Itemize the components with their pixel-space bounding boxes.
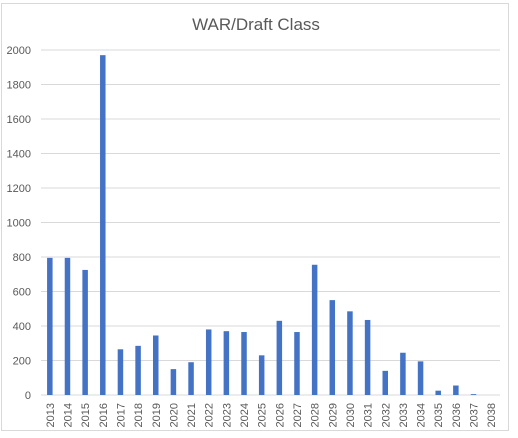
- bar: [347, 311, 353, 395]
- bar: [311, 264, 318, 395]
- x-tick-label: 2025: [257, 403, 269, 427]
- x-tick-label: 2022: [204, 403, 216, 427]
- bar: [276, 320, 283, 395]
- bar: [153, 335, 159, 395]
- bar: [64, 257, 71, 395]
- x-tick-label: 2013: [45, 403, 57, 427]
- x-tick-label: 2031: [363, 403, 375, 427]
- bar: [135, 345, 141, 395]
- x-tick-label: 2028: [310, 403, 322, 427]
- y-tick-label: 400: [13, 321, 31, 333]
- x-tick-label: 2033: [398, 403, 410, 427]
- bar: [364, 319, 371, 395]
- bar: [188, 362, 194, 395]
- x-tick-label: 2023: [221, 403, 233, 427]
- y-tick-label: 200: [13, 356, 31, 368]
- x-tick-label: 2037: [469, 403, 481, 427]
- chart-right-edge: [510, 0, 518, 438]
- y-tick-label: 1800: [7, 80, 31, 92]
- y-tick-label: 1000: [7, 218, 31, 230]
- y-tick-label: 0: [25, 390, 31, 402]
- bar: [117, 349, 124, 395]
- y-tick-label: 600: [13, 287, 31, 299]
- x-tick-label: 2020: [168, 403, 180, 427]
- x-tick-label: 2036: [451, 403, 463, 427]
- bar: [205, 329, 212, 395]
- x-tick-label: 2035: [433, 403, 445, 427]
- bar: [170, 369, 177, 395]
- bar: [417, 361, 424, 395]
- y-tick-label: 1600: [7, 114, 31, 126]
- bar: [382, 370, 388, 395]
- y-tick-label: 2000: [7, 45, 31, 57]
- x-tick-label: 2024: [239, 403, 251, 427]
- bar: [453, 385, 459, 395]
- bar: [258, 355, 265, 395]
- x-tick-label: 2015: [80, 403, 92, 427]
- x-tick-label: 2029: [327, 403, 339, 427]
- y-tick-label: 1200: [7, 183, 31, 195]
- bar: [82, 269, 88, 395]
- x-tick-label: 2019: [151, 403, 163, 427]
- bar: [223, 331, 230, 395]
- x-tick-label: 2018: [133, 403, 145, 427]
- bar: [100, 55, 106, 396]
- y-tick-label: 800: [13, 252, 31, 264]
- bar: [470, 394, 477, 395]
- bar: [294, 332, 300, 395]
- bar: [435, 390, 441, 395]
- x-tick-label: 2032: [380, 403, 392, 427]
- x-tick-label: 2014: [62, 403, 74, 427]
- bar: [400, 352, 406, 395]
- bar: [47, 257, 53, 395]
- x-tick-label: 2021: [186, 403, 198, 427]
- x-tick-label: 2030: [345, 403, 357, 427]
- bar: [329, 300, 336, 395]
- x-tick-label: 2038: [486, 403, 498, 427]
- chart-title: WAR/Draft Class: [192, 15, 320, 34]
- x-tick-label: 2026: [274, 403, 286, 427]
- y-tick-label: 1400: [7, 149, 31, 161]
- bar: [241, 332, 247, 395]
- x-tick-label: 2016: [98, 403, 110, 427]
- x-tick-label: 2017: [115, 403, 127, 427]
- x-tick-label: 2034: [416, 403, 428, 427]
- x-tick-label: 2027: [292, 403, 304, 427]
